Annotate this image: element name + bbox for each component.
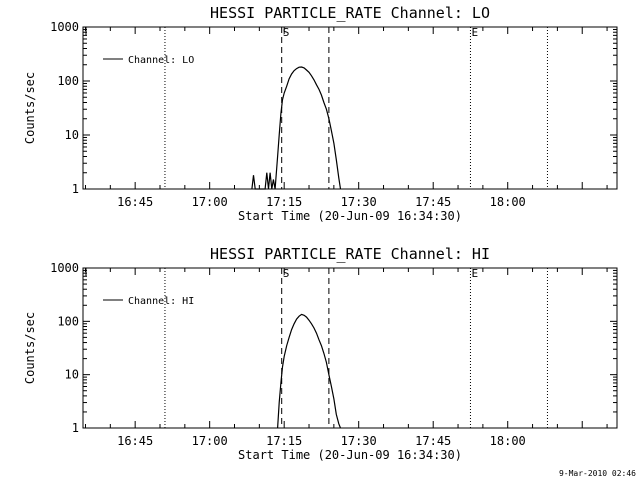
plot-frame — [82, 26, 618, 190]
x-tick-label: 18:00 — [490, 434, 526, 448]
panel-1: HESSI PARTICLE_RATE Channel: LO 16:45 17:0… — [23, 4, 618, 223]
y-tick-label: 10 — [65, 128, 79, 142]
x-tick-label: 17:15 — [266, 434, 302, 448]
y-tick-label: 1000 — [50, 261, 79, 275]
series-line — [251, 66, 342, 190]
x-tick-label: 17:15 — [266, 195, 302, 209]
x-tick-label: 17:45 — [415, 195, 451, 209]
x-tick-label: 17:30 — [341, 434, 377, 448]
plot-frame — [82, 267, 618, 429]
y-tick-label: 10 — [65, 368, 79, 382]
y-tick-label: 100 — [57, 314, 79, 328]
series-line — [277, 313, 342, 429]
legend-label: Channel: HI — [128, 296, 194, 307]
x-tick-label: 16:45 — [117, 434, 153, 448]
x-tick-label: 16:45 — [117, 195, 153, 209]
footer-timestamp: 9-Mar-2010 02:46 — [558, 469, 636, 478]
y-tick-label: 1000 — [50, 20, 79, 34]
marker-label: S — [283, 267, 290, 280]
x-tick-label: 17:45 — [415, 434, 451, 448]
x-tick-label: 18:00 — [490, 195, 526, 209]
x-tick-label: 17:00 — [192, 434, 228, 448]
y-tick-label: 100 — [57, 74, 79, 88]
y-tick-label: 1 — [72, 182, 79, 196]
chart-title: HESSI PARTICLE_RATE Channel: LO — [210, 4, 490, 22]
marker-label: S — [283, 26, 290, 39]
panel-2: HESSI PARTICLE_RATE Channel: HI 16:45 17:0… — [23, 245, 618, 462]
marker-label: E — [471, 267, 478, 280]
chart-title: HESSI PARTICLE_RATE Channel: HI — [210, 245, 490, 263]
x-axis-label: Start Time (20-Jun-09 16:34:30) — [238, 209, 462, 223]
x-tick-label: 17:30 — [341, 195, 377, 209]
y-tick-label: 1 — [72, 421, 79, 435]
y-axis-label: Counts/sec — [23, 72, 37, 144]
x-tick-label: 17:00 — [192, 195, 228, 209]
x-axis-label: Start Time (20-Jun-09 16:34:30) — [238, 448, 462, 462]
legend-label: Channel: LO — [128, 55, 194, 66]
marker-label: E — [471, 26, 478, 39]
y-axis-label: Counts/sec — [23, 312, 37, 384]
